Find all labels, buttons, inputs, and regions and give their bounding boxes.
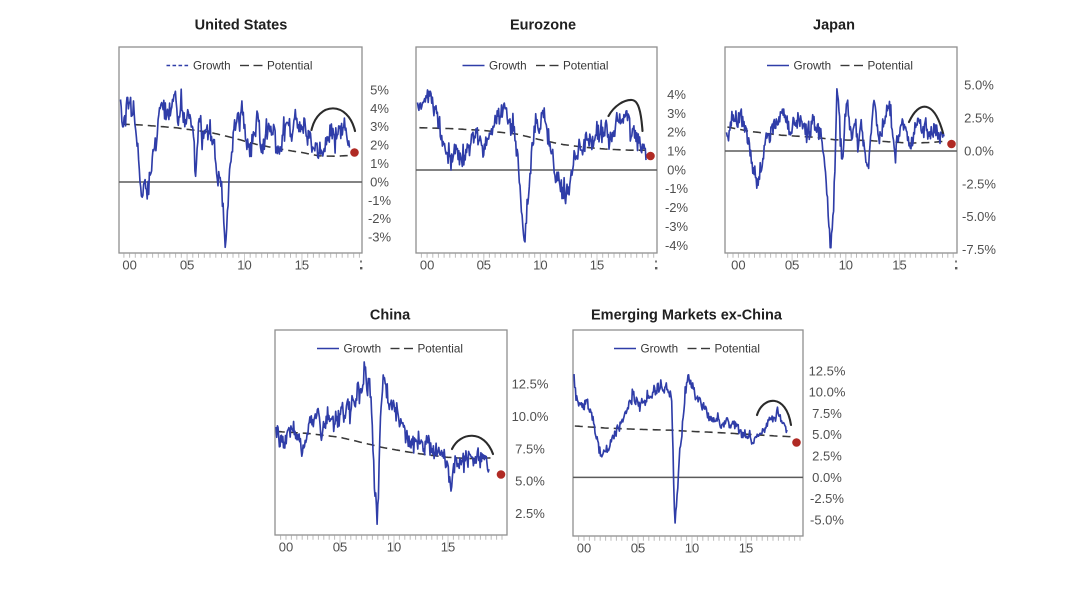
svg-text:2.5%: 2.5% [812,449,842,464]
svg-text:0.0%: 0.0% [812,470,842,485]
svg-text:12.5%: 12.5% [809,363,846,378]
svg-text:12.5%: 12.5% [512,377,549,392]
svg-text:Eurozone: Eurozone [510,18,576,34]
svg-text:2%: 2% [370,138,389,153]
svg-text:Potential: Potential [868,60,913,73]
svg-text:1%: 1% [667,144,686,159]
svg-text:0.0%: 0.0% [964,143,994,158]
svg-text:Potential: Potential [418,343,463,356]
svg-text:5.0%: 5.0% [515,474,545,489]
svg-text:4%: 4% [667,87,686,102]
svg-text:-5.0%: -5.0% [962,209,996,224]
svg-text:Potential: Potential [267,60,312,73]
svg-text:1%: 1% [370,156,389,171]
svg-text:Growth: Growth [489,60,527,73]
svg-text:-3%: -3% [368,230,392,245]
svg-text:Growth: Growth [344,343,382,356]
svg-text:-7.5%: -7.5% [962,242,996,257]
svg-text:10.0%: 10.0% [809,385,846,400]
svg-text:5%: 5% [370,82,389,97]
svg-text:00: 00 [279,540,293,555]
svg-text:China: China [370,308,411,324]
svg-text:-2%: -2% [665,200,689,215]
svg-text:10.0%: 10.0% [512,409,549,424]
svg-text:3%: 3% [667,106,686,121]
svg-text:4%: 4% [370,101,389,116]
svg-text:Potential: Potential [563,60,608,73]
svg-text:-3%: -3% [665,219,689,234]
svg-text:Growth: Growth [641,343,679,356]
svg-text:00: 00 [420,258,434,273]
svg-text:-1%: -1% [368,193,392,208]
svg-text:-2.5%: -2.5% [962,176,996,191]
svg-text:-5.0%: -5.0% [810,512,844,527]
svg-text:Growth: Growth [193,60,231,73]
svg-text:-2.5%: -2.5% [810,491,844,506]
svg-text:0%: 0% [370,174,389,189]
svg-text:Japan: Japan [813,18,855,34]
svg-text:2%: 2% [667,125,686,140]
svg-text:00: 00 [577,541,591,556]
svg-text:5.0%: 5.0% [812,427,842,442]
svg-text:3%: 3% [370,119,389,134]
svg-text:-1%: -1% [665,181,689,196]
svg-text:0%: 0% [667,162,686,177]
svg-text:5.0%: 5.0% [964,78,994,93]
svg-text:7.5%: 7.5% [812,406,842,421]
svg-text:2.5%: 2.5% [964,111,994,126]
svg-text:-4%: -4% [665,238,689,253]
svg-text:00: 00 [122,258,136,273]
svg-text:Emerging Markets ex-China: Emerging Markets ex-China [591,308,783,324]
svg-text:United States: United States [195,18,288,34]
svg-text:Growth: Growth [794,60,832,73]
svg-text:-2%: -2% [368,211,392,226]
svg-text:00: 00 [731,258,745,273]
svg-text:Potential: Potential [715,343,760,356]
svg-text:7.5%: 7.5% [515,441,545,456]
svg-text:2.5%: 2.5% [515,506,545,521]
